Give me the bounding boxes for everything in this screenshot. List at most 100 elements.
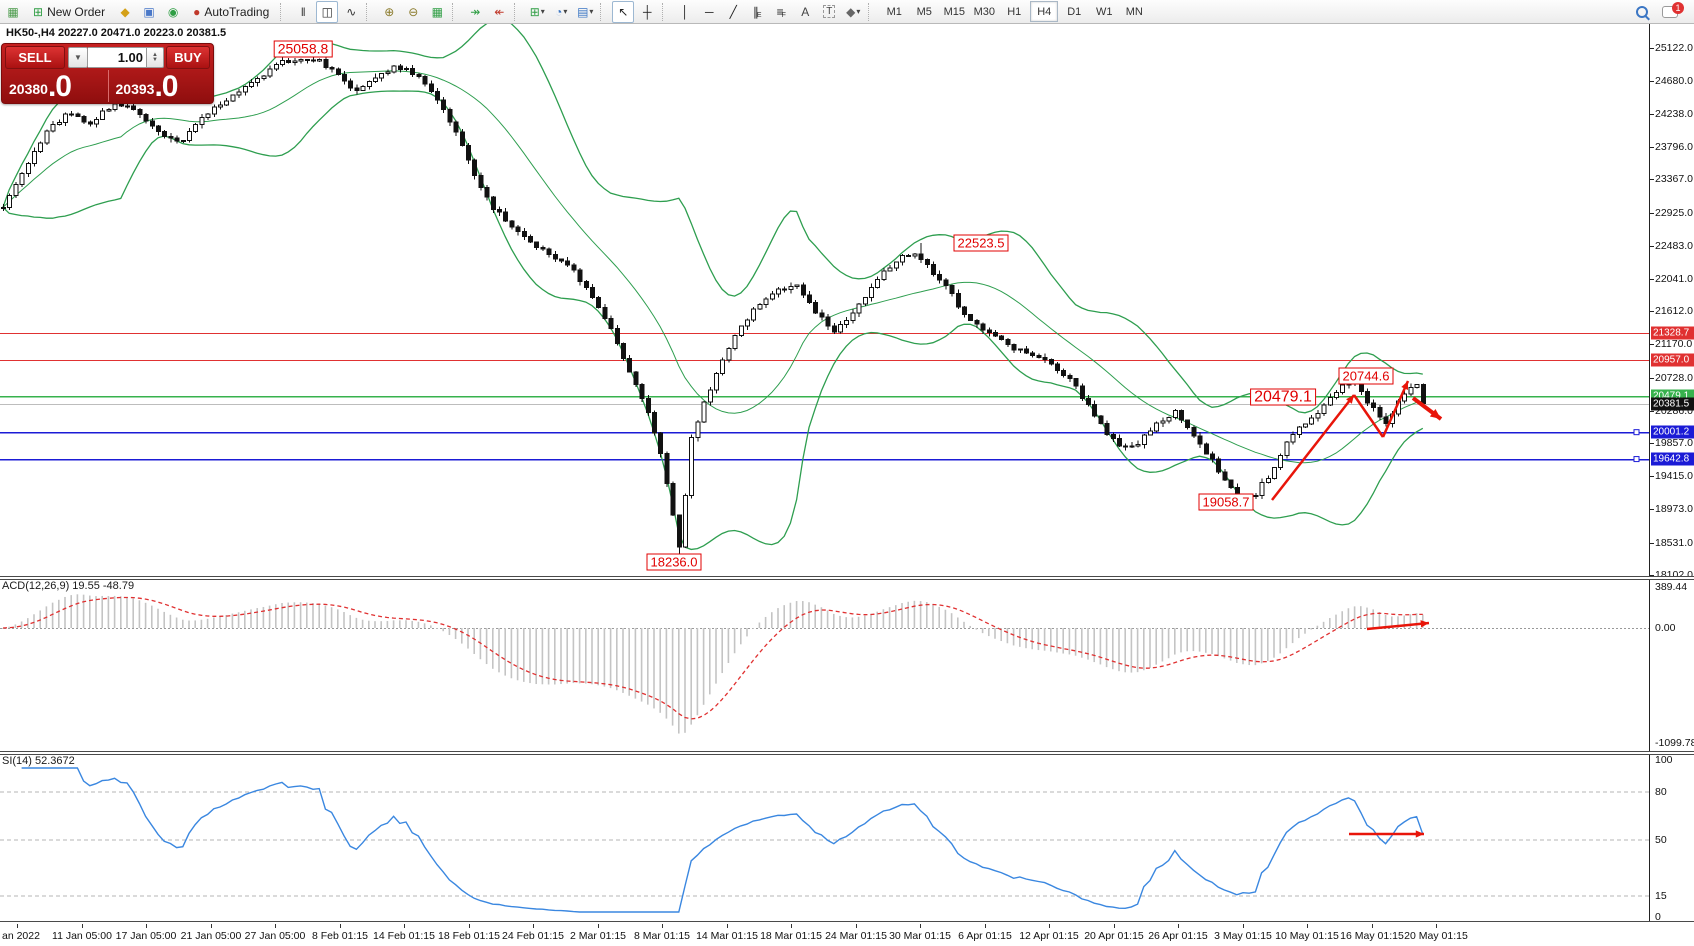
templates-button[interactable]: ▤ ▾ — [577, 4, 594, 19]
macd-indicator-chart[interactable] — [0, 579, 1649, 752]
price-callout[interactable]: 18236.0 — [646, 553, 702, 571]
price-tick-label: 24238.0 — [1655, 108, 1693, 120]
axis-tick — [1650, 48, 1654, 49]
zoom-in-icon[interactable]: ⊕ — [384, 4, 395, 19]
axis-tick — [1650, 81, 1654, 82]
time-tick — [1307, 924, 1308, 928]
periods-button-dropdown[interactable]: ▾ — [563, 7, 568, 16]
rsi-indicator-chart[interactable] — [0, 754, 1649, 922]
axis-tick — [1650, 476, 1654, 477]
equidistant-channel-icon[interactable]: ∥ E — [752, 4, 762, 19]
strategy-tester-icon[interactable]: ◉ — [167, 4, 179, 19]
chat-icon[interactable]: 1 — [1662, 1, 1684, 18]
price-tick-label: 21612.0 — [1655, 305, 1693, 317]
zoom-out-icon[interactable]: ⊖ — [408, 4, 419, 19]
time-label: 21 Jan 05:00 — [180, 930, 242, 942]
timeframe-m5[interactable]: M5 — [916, 5, 932, 18]
app-chart-icon: ▦ — [7, 4, 19, 19]
text-label-icon[interactable]: T — [818, 1, 840, 23]
timeframe-h1[interactable]: H1 — [1007, 5, 1022, 18]
sell-button[interactable]: SELL — [5, 46, 65, 69]
time-label: 11 Jan 05:00 — [52, 930, 112, 942]
price-callout[interactable]: 20479.1 — [1250, 388, 1316, 406]
auto-scroll-icon[interactable]: ↠ — [470, 4, 481, 19]
line-chart-icon[interactable]: ∿ — [346, 4, 357, 19]
price-callout[interactable]: 25058.8 — [273, 40, 333, 58]
buy-button[interactable]: BUY — [166, 46, 210, 69]
autotrading-icon: ● — [193, 4, 201, 19]
toolbar-separator — [600, 2, 608, 21]
autotrading-button[interactable]: ● AutoTrading — [186, 1, 276, 23]
toolbar-separator — [366, 2, 374, 21]
volume-input[interactable]: 1.00 — [88, 47, 147, 68]
horizontal-line-icon[interactable]: ─ — [705, 4, 714, 19]
fibonacci-icon[interactable]: ≡ F — [776, 4, 786, 19]
time-tick — [404, 924, 405, 928]
axis-tick — [1650, 147, 1654, 148]
price-callout[interactable]: 20744.6 — [1338, 367, 1394, 385]
text-icon[interactable]: A — [801, 4, 810, 19]
candle-chart-icon[interactable]: ◫ — [316, 0, 339, 23]
price-tag: 21328.7 — [1651, 326, 1694, 340]
sell-price[interactable]: 20380 .0 — [2, 70, 108, 102]
price-tick-label: 22041.0 — [1655, 273, 1693, 285]
bar-chart-icon[interactable]: ‖ — [300, 4, 306, 19]
timeframe-m1[interactable]: M1 — [886, 5, 902, 18]
time-axis[interactable]: an 2022 11 Jan 05:00 17 Jan 05:00 21 Jan 05… — [0, 924, 1649, 946]
axis-tick — [1650, 443, 1654, 444]
trendline-icon[interactable]: ╱ — [729, 4, 737, 19]
sell-price-int: 20380 — [9, 81, 48, 97]
axis-tick — [1650, 509, 1654, 510]
search-icon[interactable] — [1636, 5, 1648, 18]
price-tick-label: 24680.0 — [1655, 75, 1693, 87]
arrows-button[interactable]: ◆ ▾ — [846, 4, 861, 19]
timeframe-mn[interactable]: MN — [1125, 5, 1143, 18]
rsi-axis-label: 50 — [1655, 834, 1667, 846]
toolbar-separator — [452, 2, 460, 21]
price-tick-label: 18973.0 — [1655, 503, 1693, 515]
market-watch-icon[interactable]: ◆ — [120, 4, 130, 19]
periods-button[interactable]: ◔ ▾ — [555, 4, 568, 19]
tile-windows-icon[interactable]: ▦ — [431, 4, 443, 19]
data-window-icon[interactable]: ▣ — [143, 4, 155, 19]
timeframe-h4[interactable]: H4 — [1030, 1, 1059, 22]
timeframe-w1[interactable]: W1 — [1096, 5, 1113, 18]
symbol-ohlc-info: HK50-,H4 20227.0 20471.0 20223.0 20381.5 — [6, 27, 227, 39]
crosshair-icon[interactable]: ┼ — [643, 4, 652, 19]
timeframe-m15[interactable]: M15 — [943, 5, 965, 18]
rsi-panel-separator[interactable] — [0, 751, 1694, 755]
cursor-icon[interactable]: ↖ — [612, 0, 635, 23]
macd-axis-label: 389.44 — [1655, 581, 1688, 593]
macd-label: ACD(12,26,9) 19.55 -48.79 — [2, 580, 135, 592]
templates-button-dropdown[interactable]: ▾ — [589, 7, 594, 16]
chart-shift-icon[interactable]: ↞ — [494, 4, 505, 19]
time-tick — [275, 924, 276, 928]
indicators-button-dropdown[interactable]: ▾ — [540, 7, 545, 16]
time-tick — [1049, 924, 1050, 928]
indicators-button[interactable]: ⊞ ▾ — [529, 4, 545, 19]
time-tick — [662, 924, 663, 928]
main-price-chart[interactable] — [0, 24, 1649, 577]
vertical-line-icon[interactable]: │ — [681, 4, 690, 19]
toolbar-separator — [514, 2, 522, 21]
new-order-button[interactable]: ⊞ New Order — [26, 1, 112, 23]
timeframe-m30[interactable]: M30 — [973, 5, 995, 18]
price-callout[interactable]: 22523.5 — [953, 234, 1009, 252]
time-tick — [533, 924, 534, 928]
toolbar-separator — [280, 2, 288, 21]
buy-price-frac: .0 — [154, 70, 178, 103]
price-tick-label: 19415.0 — [1655, 470, 1693, 482]
volume-stepper[interactable]: ▲ ▼ — [147, 47, 164, 68]
price-axis[interactable]: 25122.0 24680.0 24238.0 23796.0 23367.0 22925… — [1649, 24, 1694, 923]
arrows-button-dropdown[interactable]: ▾ — [856, 7, 861, 16]
macd-panel-separator[interactable] — [0, 576, 1694, 580]
timeframe-d1[interactable]: D1 — [1067, 5, 1082, 18]
price-tag: 19642.8 — [1651, 452, 1694, 466]
buy-price[interactable]: 20393 .0 — [107, 70, 214, 103]
price-callout[interactable]: 19058.7 — [1198, 493, 1254, 511]
volume-dropdown-button[interactable]: ▼ — [68, 47, 88, 68]
price-tag: 20001.2 — [1651, 425, 1694, 439]
axis-tick — [1650, 344, 1654, 345]
time-tick — [920, 924, 921, 928]
time-tick — [211, 924, 212, 928]
